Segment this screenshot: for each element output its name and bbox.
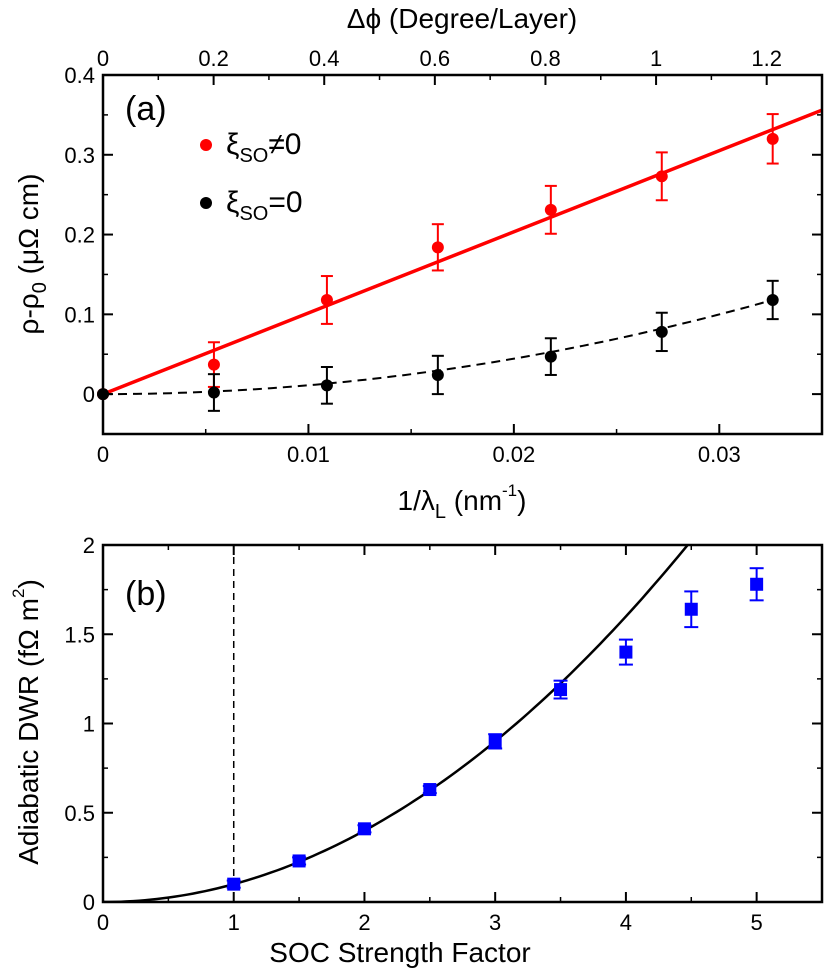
panel-b: 0 1 2 3 4 5 0 0.5 1 1.5 2 SOC Strength Factor Adia… xyxy=(9,533,824,968)
x-tick-label-b: 0 xyxy=(97,910,109,935)
top-tick-label: 1.2 xyxy=(751,46,782,71)
data-point-soc-off xyxy=(655,325,668,338)
legend-a: ξSO≠0 ξSO=0 xyxy=(200,128,303,225)
fit-curve-dwr xyxy=(103,545,690,902)
y-tick-label-a: 0.2 xyxy=(64,223,95,248)
top-tick-label: 0.8 xyxy=(530,46,561,71)
data-point-dwr xyxy=(619,645,633,659)
y-tick-label-b: 1.5 xyxy=(64,622,95,647)
data-point-dwr xyxy=(423,783,437,797)
legend-marker-black xyxy=(200,197,212,209)
x-tick-label-b: 4 xyxy=(620,910,632,935)
data-point-soc-off xyxy=(766,293,779,306)
y-tick-label-b: 0.5 xyxy=(64,801,95,826)
x-tick-label-b: 2 xyxy=(358,910,370,935)
y-tick-label-a: 0.1 xyxy=(64,302,95,327)
legend-label-soc-on: ξSO≠0 xyxy=(226,128,302,167)
legend-label-soc-off: ξSO=0 xyxy=(226,186,303,225)
data-point-dwr xyxy=(554,683,568,697)
x-tick-label-a: 0.01 xyxy=(287,442,330,467)
y-tick-label-b: 2 xyxy=(83,533,95,558)
plot-frame-b xyxy=(101,543,824,904)
x-tick-label-b: 3 xyxy=(489,910,501,935)
y-tick-label-b: 1 xyxy=(83,712,95,737)
plot-frame-a xyxy=(101,73,824,436)
x-tick-label-b: 1 xyxy=(228,910,240,935)
data-point-dwr xyxy=(488,734,502,748)
top-tick-label: 0 xyxy=(97,46,109,71)
data-point-dwr xyxy=(684,602,698,616)
data-point-soc-on xyxy=(655,170,668,183)
data-point-dwr xyxy=(357,822,371,836)
y-axis-title-a: ρ-ρ0 (μΩ cm) xyxy=(13,174,51,335)
data-point-soc-off xyxy=(431,368,444,381)
top-tick-label: 0.2 xyxy=(198,46,229,71)
data-point-soc-on xyxy=(320,293,333,306)
data-point-dwr xyxy=(227,877,241,891)
data-point-dwr xyxy=(292,854,306,868)
top-axis-title: Δϕ (Degree/Layer) xyxy=(347,3,577,34)
fit-line-soc-on xyxy=(103,108,822,396)
data-point-soc-off xyxy=(544,350,557,363)
x-axis-title-a: 1/λL (nm-1) xyxy=(398,481,527,523)
panel-label-b: (b) xyxy=(125,575,167,613)
y-tick-label-b: 0 xyxy=(83,890,95,915)
y-axis-title-b: Adiabatic DWR (fΩ m2) xyxy=(9,579,44,865)
panel-label-a: (a) xyxy=(125,90,167,128)
x-tick-label-b: 5 xyxy=(751,910,763,935)
top-tick-label: 0.6 xyxy=(420,46,451,71)
data-point-soc-on xyxy=(766,132,779,145)
data-point-soc-on xyxy=(431,241,444,254)
data-point-soc-off xyxy=(320,379,333,392)
x-axis-title-b: SOC Strength Factor xyxy=(269,937,530,968)
panel-a: 0 0.01 0.02 0.03 0 0.2 0.4 0.6 0.8 1 1.2 0 0.1 0.2 0.3… xyxy=(13,3,824,523)
y-tick-label-a: 0.3 xyxy=(64,143,95,168)
x-tick-label-a: 0 xyxy=(97,442,109,467)
legend-marker-red xyxy=(200,139,212,151)
data-point-soc-on xyxy=(544,203,557,216)
data-point-dwr xyxy=(750,577,764,591)
x-tick-label-a: 0.02 xyxy=(492,442,535,467)
y-tick-label-a: 0.4 xyxy=(64,63,95,88)
data-point-soc-on xyxy=(207,358,220,371)
y-tick-label-a: 0 xyxy=(83,382,95,407)
top-tick-label: 0.4 xyxy=(309,46,340,71)
x-tick-label-a: 0.03 xyxy=(698,442,741,467)
top-tick-label: 1 xyxy=(650,46,662,71)
data-point-soc-off xyxy=(207,386,220,399)
